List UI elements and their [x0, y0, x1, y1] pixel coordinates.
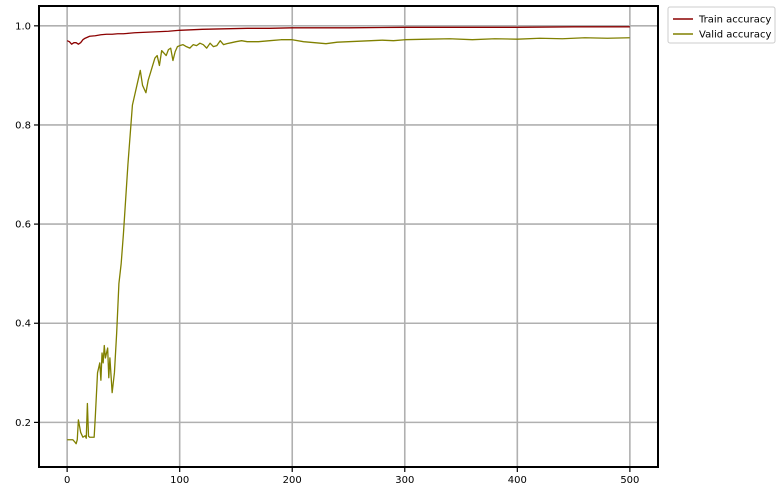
x-tick-label: 200 — [283, 475, 302, 486]
x-tick-label: 0 — [64, 475, 70, 486]
plot-frame — [38, 5, 659, 468]
legend-box — [667, 6, 776, 44]
y-tick-label: 0.4 — [15, 319, 31, 330]
x-tick-label: 500 — [620, 475, 639, 486]
grid — [39, 6, 658, 467]
series-line-valid-accuracy — [67, 37, 630, 445]
y-tick-label: 0.6 — [15, 220, 31, 231]
axis-ticks: 0 100 200 300 400 500 0.2 0.4 0.6 0.8 1.0 — [15, 21, 639, 486]
x-tick-label: 100 — [170, 475, 189, 486]
x-tick-label: 400 — [508, 475, 527, 486]
legend: Train accuracy Valid accuracy — [667, 6, 776, 44]
y-tick-label: 0.8 — [15, 120, 31, 131]
legend-label: Train accuracy — [698, 15, 771, 26]
x-tick-label: 300 — [395, 475, 414, 486]
series-lines — [66, 26, 630, 445]
legend-label: Valid accuracy — [699, 30, 771, 41]
y-tick-label: 1.0 — [15, 21, 31, 32]
series-line-train-accuracy — [66, 26, 630, 45]
y-tick-label: 0.2 — [15, 418, 31, 429]
